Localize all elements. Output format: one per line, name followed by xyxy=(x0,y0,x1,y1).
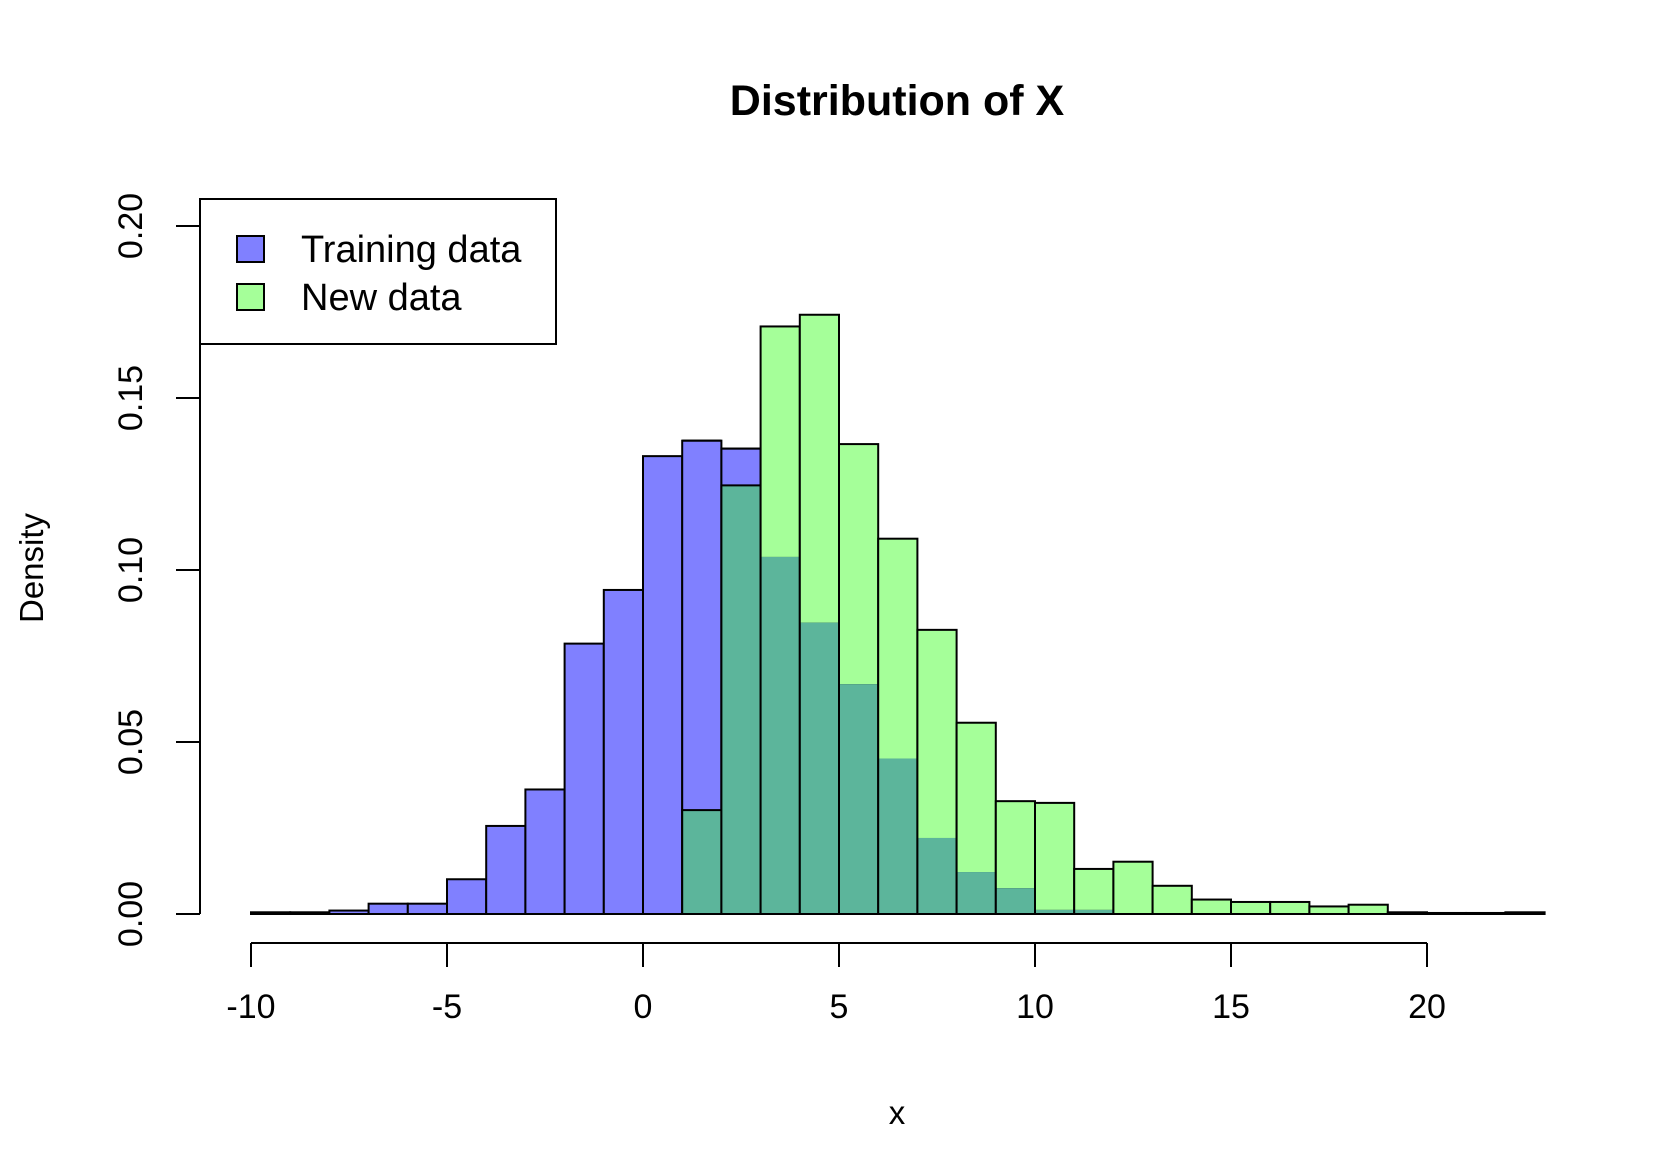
x-axis-label: x xyxy=(889,1094,906,1131)
bar-overlap-3 xyxy=(799,622,839,914)
bar-new-16 xyxy=(1309,906,1349,914)
bar-training-1 xyxy=(289,911,331,916)
y-axis: 0.00 0.05 0.10 0.15 0.20 xyxy=(112,193,201,947)
bar-new-3 xyxy=(799,314,839,623)
bar-training-8 xyxy=(563,642,605,916)
bar-overlap-7 xyxy=(956,872,996,914)
x-tick-label-4: 10 xyxy=(1016,988,1054,1026)
chart-title: Distribution of X xyxy=(730,77,1065,125)
bar-overlap-4 xyxy=(839,684,879,914)
bar-training-6 xyxy=(485,824,527,915)
x-tick-label-2: 0 xyxy=(634,988,653,1026)
bar-new-12 xyxy=(1152,885,1192,914)
bar-training-0 xyxy=(250,911,292,916)
bar-new-outline-19 xyxy=(1426,911,1468,916)
legend-swatch-0 xyxy=(236,235,265,263)
legend-swatch-1 xyxy=(236,283,265,311)
x-tick-label-0: -10 xyxy=(226,988,275,1026)
y-tick-label-4: 0.20 xyxy=(112,193,150,259)
bar-new-9 xyxy=(1035,802,1075,910)
bar-new-13 xyxy=(1191,899,1231,914)
bar-training-10 xyxy=(642,455,684,915)
bar-overlap-1 xyxy=(721,485,761,914)
legend-box xyxy=(199,198,557,345)
bar-training-3 xyxy=(367,902,409,915)
y-tick-label-1: 0.05 xyxy=(112,709,150,775)
bar-new-6 xyxy=(917,629,957,838)
bar-new-8 xyxy=(995,801,1035,889)
bar-overlap-2 xyxy=(760,556,800,914)
bar-training-5 xyxy=(446,878,488,915)
legend-label-1: New data xyxy=(301,277,462,319)
bar-new-7 xyxy=(956,722,996,873)
y-tick-label-2: 0.10 xyxy=(112,537,150,603)
bar-new-outline-21 xyxy=(1504,911,1546,916)
bar-overlap-0 xyxy=(682,810,722,914)
bar-new-outline-17 xyxy=(1347,903,1389,915)
bar-overlap-6 xyxy=(917,837,957,914)
bar-training-7 xyxy=(524,788,566,915)
x-tick-label-3: 5 xyxy=(830,988,849,1026)
bar-new-outline-9 xyxy=(1034,801,1076,915)
bar-new-5 xyxy=(878,538,918,759)
bars-layer xyxy=(250,313,1546,916)
bar-new-17 xyxy=(1348,904,1388,914)
bar-training-9 xyxy=(602,588,644,916)
x-axis: -10 -5 0 5 10 15 20 xyxy=(226,942,1446,1026)
bar-new-14 xyxy=(1231,901,1271,914)
bar-new-outline-18 xyxy=(1386,911,1429,916)
bar-training-2 xyxy=(328,909,370,915)
bar-training-4 xyxy=(406,902,448,915)
legend: Training data New data xyxy=(199,198,557,345)
bar-new-4 xyxy=(839,444,879,685)
y-tick-label-0: 0.00 xyxy=(112,881,150,947)
bar-new-2 xyxy=(760,326,800,557)
bar-new-15 xyxy=(1270,901,1310,914)
x-tick-label-5: 15 xyxy=(1212,988,1250,1026)
legend-label-0: Training data xyxy=(301,229,522,271)
y-tick-label-3: 0.15 xyxy=(112,365,150,431)
x-tick-label-6: 20 xyxy=(1408,988,1446,1026)
bar-overlap-8 xyxy=(995,888,1035,914)
x-tick-label-1: -5 xyxy=(432,988,462,1026)
y-axis-label: Density xyxy=(13,512,50,623)
bar-new-outline-20 xyxy=(1465,911,1507,916)
bar-overlap-10 xyxy=(1074,909,1114,914)
bar-overlap-5 xyxy=(878,758,918,914)
bar-new-11 xyxy=(1113,861,1153,914)
bar-new-10 xyxy=(1074,868,1114,910)
bar-overlap-9 xyxy=(1035,909,1075,914)
